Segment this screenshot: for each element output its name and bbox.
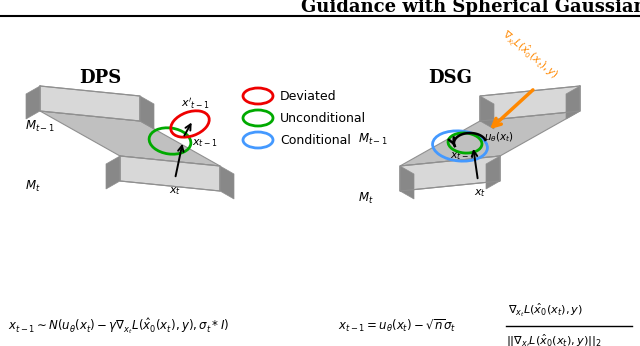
Text: $x_{t-1}$: $x_{t-1}$ xyxy=(192,137,218,149)
Text: Deviated: Deviated xyxy=(280,90,337,102)
Polygon shape xyxy=(120,156,220,191)
Text: $x_{t-1} = u_\theta(x_t) - \sqrt{n}\sigma_t$: $x_{t-1} = u_\theta(x_t) - \sqrt{n}\sigm… xyxy=(338,318,456,334)
Text: $M_t$: $M_t$ xyxy=(358,190,374,206)
Polygon shape xyxy=(140,96,154,129)
Text: $x_t$: $x_t$ xyxy=(474,187,486,199)
Polygon shape xyxy=(400,166,414,199)
Text: $\nabla_{x_t}L(\hat{x}_0(x_t), y)$: $\nabla_{x_t}L(\hat{x}_0(x_t), y)$ xyxy=(498,26,562,83)
Text: $M_{t-1}$: $M_{t-1}$ xyxy=(358,131,388,147)
Text: $M_{t-1}$: $M_{t-1}$ xyxy=(25,118,55,134)
Polygon shape xyxy=(40,111,220,166)
Text: Unconditional: Unconditional xyxy=(280,111,366,125)
Text: $M_t$: $M_t$ xyxy=(25,179,40,193)
Polygon shape xyxy=(480,86,580,121)
Text: DPS: DPS xyxy=(79,69,121,87)
Text: $x_{t-1}$: $x_{t-1}$ xyxy=(450,150,476,162)
Polygon shape xyxy=(40,86,140,121)
Polygon shape xyxy=(566,86,580,119)
Text: $x_{t-1} \sim N(u_{\theta}(x_t) - \gamma\nabla_{x_t}L(\hat{x}_0(x_t), y), \sigma: $x_{t-1} \sim N(u_{\theta}(x_t) - \gamma… xyxy=(8,316,229,336)
Text: $x_t$: $x_t$ xyxy=(169,185,181,197)
Text: $\nabla_{x_t}L(\hat{x}_0(x_t), y)$: $\nabla_{x_t}L(\hat{x}_0(x_t), y)$ xyxy=(508,301,583,319)
Text: DSG: DSG xyxy=(428,69,472,87)
Polygon shape xyxy=(400,111,580,166)
Text: Guidance with Spherical Gaussian Co: Guidance with Spherical Gaussian Co xyxy=(301,0,640,16)
Polygon shape xyxy=(220,166,234,199)
Text: $||\nabla_{x_t}L(\hat{x}_0(x_t), y)||_2$: $||\nabla_{x_t}L(\hat{x}_0(x_t), y)||_2$ xyxy=(506,333,602,346)
Polygon shape xyxy=(400,156,500,191)
Text: $x'_{t-1}$: $x'_{t-1}$ xyxy=(180,96,209,111)
Text: $u_\theta(x_t)$: $u_\theta(x_t)$ xyxy=(484,130,514,144)
Polygon shape xyxy=(106,156,120,189)
Polygon shape xyxy=(26,86,40,119)
Polygon shape xyxy=(480,96,494,129)
Text: Conditional: Conditional xyxy=(280,134,351,146)
Polygon shape xyxy=(486,156,500,189)
